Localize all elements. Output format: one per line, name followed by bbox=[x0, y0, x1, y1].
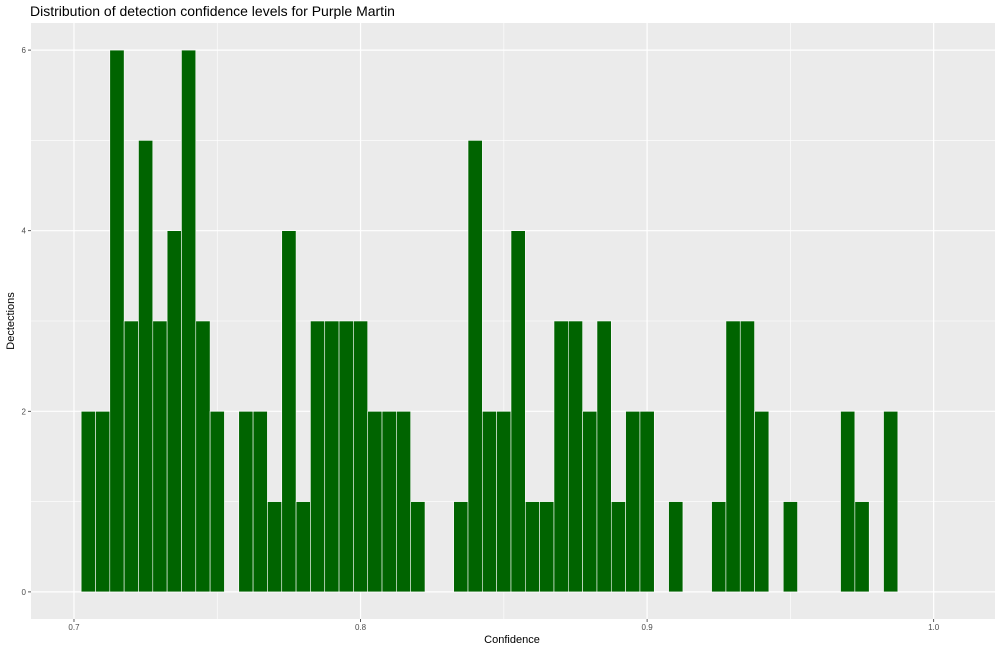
histogram-bar bbox=[209, 411, 225, 593]
histogram-bar bbox=[754, 411, 770, 593]
histogram-bar bbox=[525, 501, 540, 593]
histogram-bar bbox=[482, 411, 497, 593]
histogram-bar bbox=[295, 501, 311, 593]
x-tick-label: 1.0 bbox=[928, 623, 940, 632]
histogram-bar bbox=[238, 411, 254, 593]
histogram-bar bbox=[410, 501, 426, 593]
axes: 0.7 0.8 0.9 1.0 0 2 4 6 bbox=[22, 46, 940, 632]
histogram-bar bbox=[181, 49, 197, 593]
histogram-bar bbox=[353, 320, 369, 593]
histogram-bar bbox=[568, 320, 583, 593]
histogram-bar bbox=[739, 320, 755, 593]
x-axis-title: Confidence bbox=[484, 634, 540, 646]
y-tick-label: 0 bbox=[22, 588, 27, 597]
histogram-bar bbox=[582, 411, 598, 593]
histogram-bar bbox=[252, 411, 268, 593]
histogram-bar bbox=[95, 411, 111, 593]
histogram-bar bbox=[123, 320, 139, 593]
histogram-bar bbox=[668, 501, 684, 593]
histogram-bar bbox=[396, 411, 411, 593]
y-tick-label: 2 bbox=[22, 407, 27, 416]
histogram-bar bbox=[854, 501, 870, 593]
x-tick-label: 0.9 bbox=[642, 623, 654, 632]
histogram-bar bbox=[109, 49, 125, 593]
y-axis-title: Dectections bbox=[5, 292, 17, 350]
histogram-bar bbox=[711, 501, 727, 593]
histogram-bar bbox=[725, 320, 741, 593]
y-tick-label: 6 bbox=[22, 46, 27, 55]
histogram-bar bbox=[467, 140, 483, 593]
histogram-bar bbox=[639, 411, 655, 593]
histogram-bar bbox=[453, 501, 469, 593]
histogram-bar bbox=[510, 230, 526, 593]
histogram-bar bbox=[596, 320, 612, 593]
histogram-bar bbox=[610, 501, 626, 593]
bars bbox=[80, 49, 899, 593]
x-tick-label: 0.8 bbox=[355, 623, 367, 632]
histogram-bar bbox=[496, 411, 512, 593]
histogram-bar bbox=[367, 411, 383, 593]
histogram-bar bbox=[166, 230, 182, 593]
histogram-bar bbox=[310, 320, 326, 593]
histogram-bar bbox=[883, 411, 899, 593]
histogram-bar bbox=[553, 320, 569, 593]
histogram-bar bbox=[539, 501, 555, 593]
histogram-bar bbox=[138, 140, 154, 593]
histogram-bar bbox=[281, 230, 297, 593]
x-tick-label: 0.7 bbox=[68, 623, 80, 632]
histogram-bar bbox=[152, 320, 168, 593]
histogram-bar bbox=[324, 320, 340, 593]
histogram-bar bbox=[267, 501, 283, 593]
histogram-bar bbox=[195, 320, 211, 593]
histogram-bar bbox=[381, 411, 397, 593]
histogram-bar bbox=[840, 411, 856, 593]
histogram-bar bbox=[80, 411, 96, 593]
chart-title: Distribution of detection confidence lev… bbox=[30, 3, 395, 19]
y-tick-label: 4 bbox=[22, 227, 27, 236]
histogram-bar bbox=[338, 320, 354, 593]
histogram-bar bbox=[625, 411, 641, 593]
histogram-bar bbox=[782, 501, 798, 593]
